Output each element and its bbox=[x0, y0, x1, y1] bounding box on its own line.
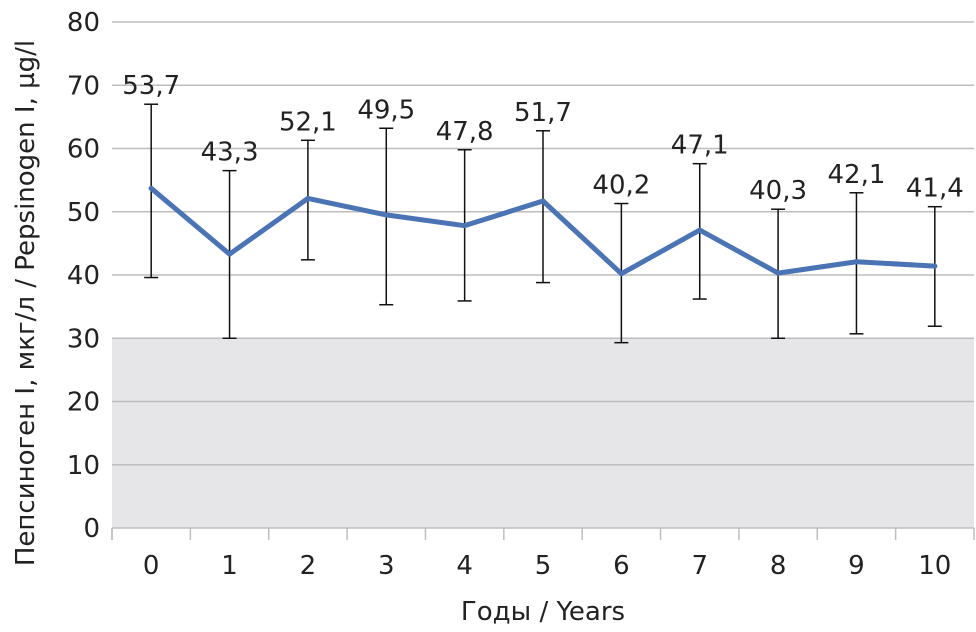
data-label: 42,1 bbox=[828, 160, 886, 190]
error-bar bbox=[536, 130, 550, 284]
data-label: 49,5 bbox=[357, 95, 415, 125]
y-tick-label: 40 bbox=[67, 261, 100, 291]
y-tick-label: 50 bbox=[67, 198, 100, 228]
data-label: 40,2 bbox=[592, 171, 650, 201]
reference-band bbox=[112, 338, 974, 528]
data-labels: 53,7 43,3 52,1 49,5 47,8 51,7 40,2 47,1 40,3 42,1… bbox=[122, 71, 964, 206]
x-tick-label: 0 bbox=[143, 551, 160, 581]
y-tick-label: 0 bbox=[83, 514, 100, 544]
data-label: 40,3 bbox=[749, 176, 807, 206]
x-axis-title: Годы / Years bbox=[461, 597, 625, 627]
x-tick-label: 4 bbox=[456, 551, 473, 581]
x-tick-label: 8 bbox=[770, 551, 787, 581]
x-tick-label: 2 bbox=[300, 551, 317, 581]
y-tick-label: 80 bbox=[67, 8, 100, 38]
y-tick-label: 10 bbox=[67, 451, 100, 481]
x-tick-label: 6 bbox=[613, 551, 630, 581]
series-line bbox=[148, 185, 938, 277]
data-label: 41,4 bbox=[906, 174, 964, 204]
data-label: 47,8 bbox=[436, 117, 494, 147]
y-tick-label: 30 bbox=[67, 324, 100, 354]
x-tick-label: 7 bbox=[691, 551, 708, 581]
data-label: 53,7 bbox=[122, 71, 180, 101]
y-tick-label: 70 bbox=[67, 71, 100, 101]
y-tick-label: 60 bbox=[67, 135, 100, 165]
x-tick-labels: 0 1 2 3 4 5 6 7 8 9 10 bbox=[143, 551, 951, 581]
x-tick-label: 5 bbox=[535, 551, 552, 581]
data-label: 43,3 bbox=[201, 138, 259, 168]
x-tick-label: 3 bbox=[378, 551, 395, 581]
y-tick-label: 20 bbox=[67, 388, 100, 418]
data-label: 52,1 bbox=[279, 107, 337, 137]
x-tick-label: 9 bbox=[848, 551, 865, 581]
y-tick-labels: 0 10 20 30 40 50 60 70 80 bbox=[67, 8, 100, 544]
x-tick-label: 1 bbox=[221, 551, 238, 581]
x-tick-label: 10 bbox=[918, 551, 951, 581]
data-label: 47,1 bbox=[671, 131, 729, 161]
error-bars bbox=[144, 103, 942, 344]
y-axis-title: Пепсиноген I, мкг/л / Pepsinogen I, µg/l bbox=[11, 40, 41, 566]
data-label: 51,7 bbox=[514, 98, 572, 128]
